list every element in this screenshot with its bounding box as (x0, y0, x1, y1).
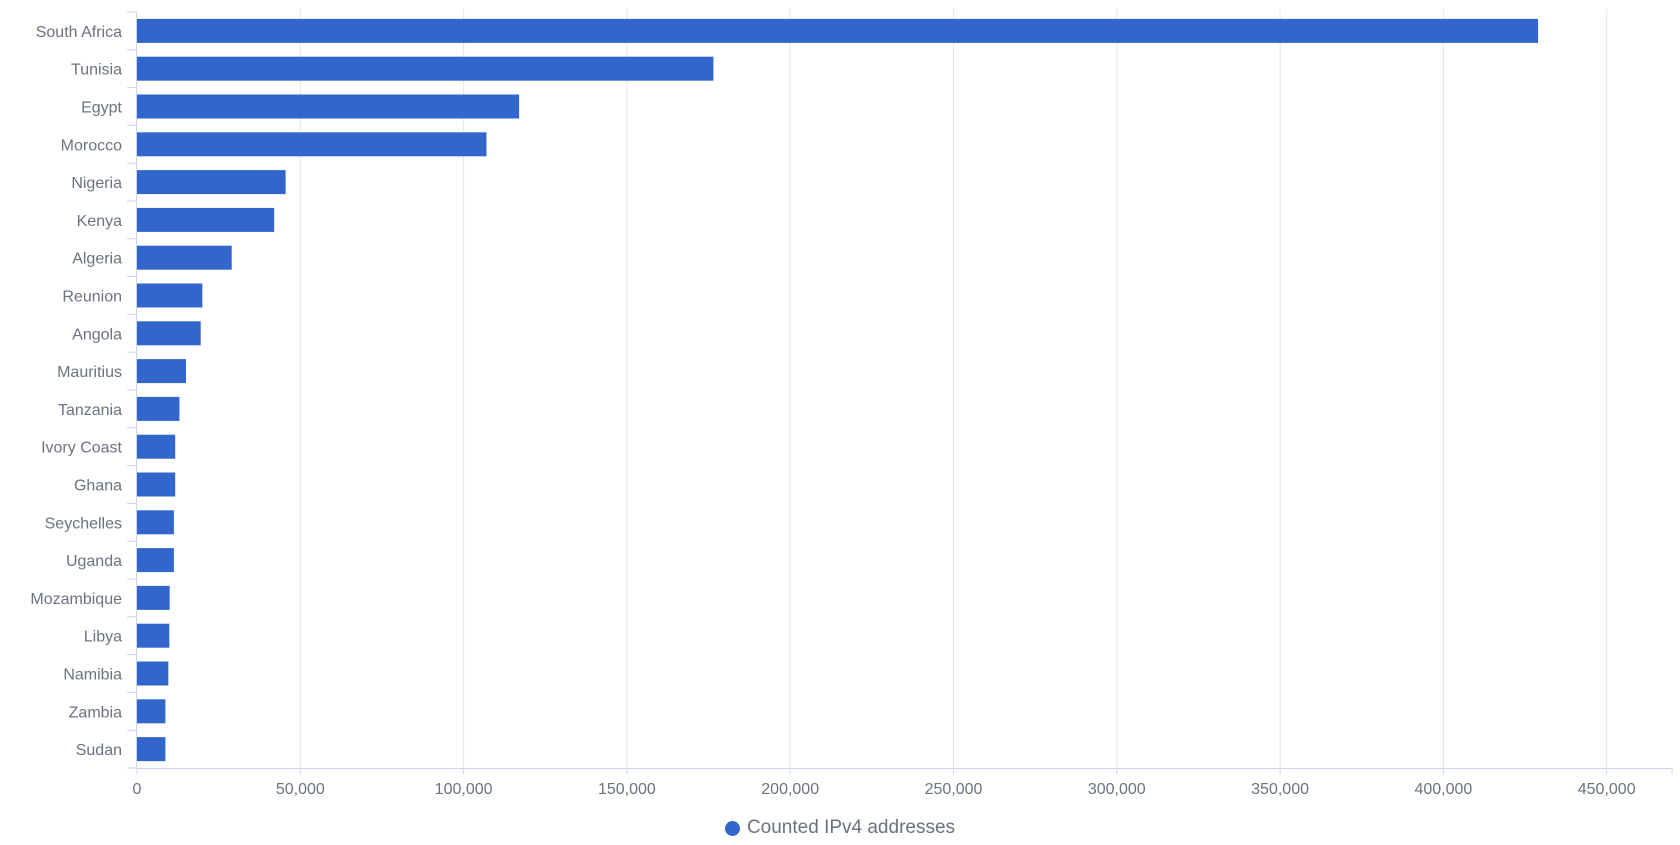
category-label: Nigeria (71, 175, 122, 192)
category-label: Tanzania (58, 402, 122, 419)
x-tick-label: 250,000 (925, 781, 983, 798)
bar[interactable] (137, 56, 714, 81)
legend-marker (724, 820, 740, 836)
category-label: Libya (84, 629, 122, 646)
category-label: Sudan (76, 742, 122, 759)
bar[interactable] (137, 283, 203, 308)
x-tick-label: 150,000 (598, 781, 656, 798)
bar[interactable] (137, 661, 169, 686)
category-label: Egypt (81, 100, 122, 117)
category-label: Uganda (66, 553, 122, 570)
category-label: Angola (72, 326, 122, 343)
category-label: Ghana (74, 478, 122, 495)
bar[interactable] (137, 207, 275, 232)
bar[interactable] (137, 434, 176, 459)
x-tick-label: 0 (133, 781, 142, 798)
grid-lines (299, 9, 1608, 768)
bar[interactable] (137, 623, 170, 648)
x-tick-label: 350,000 (1251, 781, 1309, 798)
category-label: Algeria (72, 251, 122, 268)
category-label: South Africa (36, 24, 122, 41)
bar[interactable] (137, 132, 487, 157)
category-label: Mozambique (30, 591, 122, 608)
category-label: Ivory Coast (41, 440, 122, 457)
category-label: Tunisia (71, 62, 122, 79)
category-labels: South Africa Tunisia Egypt Morocco Nigeria Ke… (30, 24, 122, 759)
category-label: Reunion (62, 289, 122, 306)
category-label: Zambia (69, 704, 122, 721)
bar[interactable] (137, 321, 201, 346)
bar[interactable] (137, 245, 232, 270)
category-label: Mauritius (57, 364, 122, 381)
bar-chart: South Africa Tunisia Egypt Morocco Nigeria Ke… (30, 9, 1673, 798)
x-tick-label: 400,000 (1414, 781, 1472, 798)
bar[interactable] (137, 548, 174, 573)
bar[interactable] (137, 359, 186, 384)
bars (137, 18, 1539, 762)
bar[interactable] (137, 396, 180, 421)
bar[interactable] (137, 18, 1539, 43)
x-tick-label: 300,000 (1088, 781, 1146, 798)
legend[interactable]: Counted IPv4 addresses (0, 817, 1680, 839)
category-label: Kenya (77, 213, 122, 230)
category-label: Morocco (61, 137, 122, 154)
x-tick-label: 50,000 (276, 781, 325, 798)
bar[interactable] (137, 94, 520, 119)
bar[interactable] (137, 510, 174, 535)
bar[interactable] (137, 170, 286, 195)
category-label: Seychelles (45, 515, 122, 532)
x-tick-label: 100,000 (435, 781, 493, 798)
category-label: Namibia (63, 667, 122, 684)
legend-label: Counted IPv4 addresses (746, 817, 956, 838)
x-tick-label: 450,000 (1578, 781, 1636, 798)
bar[interactable] (137, 737, 166, 762)
x-tick-labels: 0 50,000 100,000 150,000 200,000 250,000 300,0… (133, 781, 1636, 798)
bar[interactable] (137, 585, 170, 610)
x-tick-label: 200,000 (761, 781, 819, 798)
bar[interactable] (137, 699, 166, 724)
bar[interactable] (137, 472, 176, 497)
axes (127, 11, 1673, 774)
